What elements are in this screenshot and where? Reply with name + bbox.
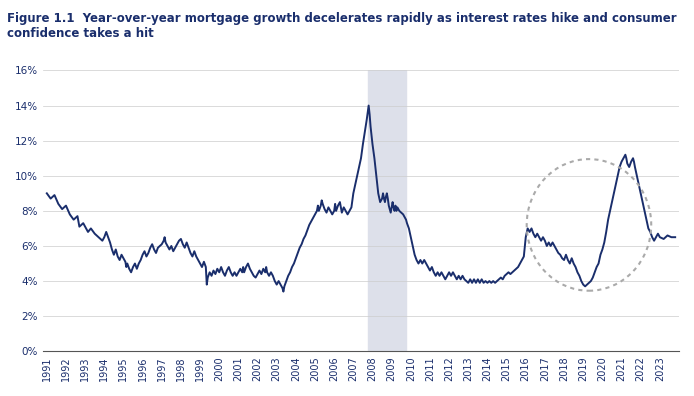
Bar — [368, 70, 406, 351]
Text: Figure 1.1  Year-over-year mortgage growth decelerates rapidly as interest rates: Figure 1.1 Year-over-year mortgage growt… — [7, 12, 677, 40]
